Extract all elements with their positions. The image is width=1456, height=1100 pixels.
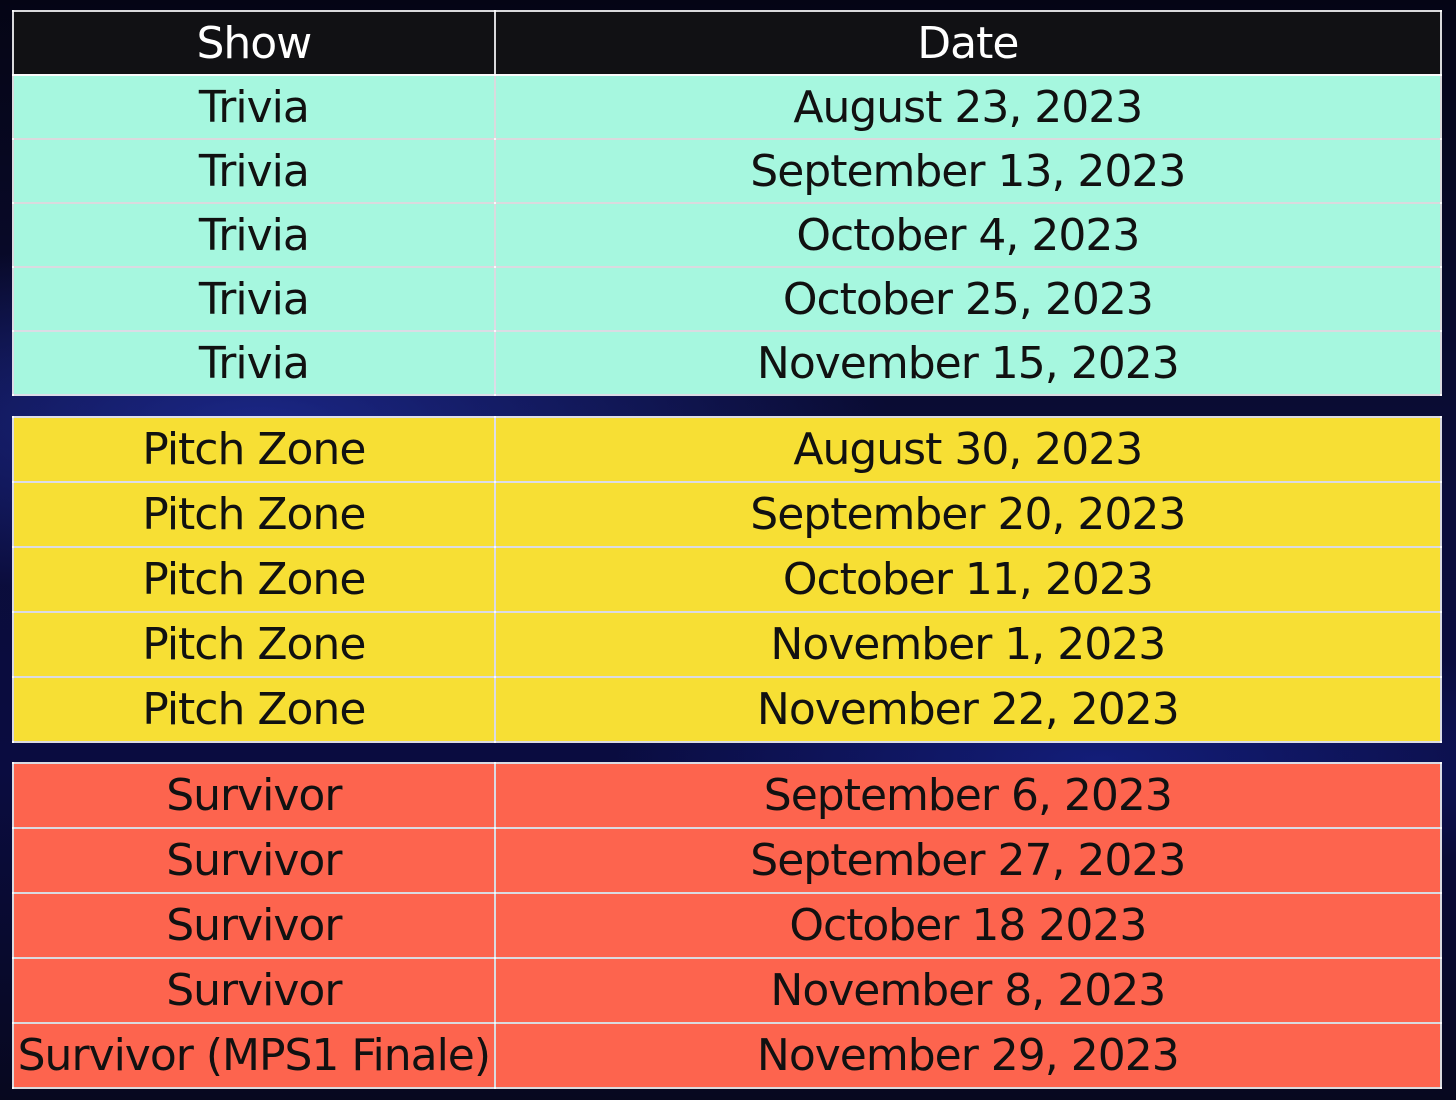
date-cell: November 22, 2023 xyxy=(493,676,1443,743)
date-cell: October 11, 2023 xyxy=(493,546,1443,613)
show-cell: Survivor xyxy=(12,892,496,959)
date-cell: September 13, 2023 xyxy=(493,138,1443,204)
show-cell: Pitch Zone xyxy=(12,676,496,743)
show-cell: Trivia xyxy=(12,266,496,332)
date-cell: November 15, 2023 xyxy=(493,330,1443,396)
table-row: Survivor October 18 2023 xyxy=(12,892,1443,959)
date-column-header: Date xyxy=(493,10,1443,76)
show-cell: Pitch Zone xyxy=(12,416,496,483)
survivor-group: Survivor September 6, 2023 Survivor Sept… xyxy=(12,762,1443,1089)
table-row: Survivor (MPS1 Finale) November 29, 2023 xyxy=(12,1022,1443,1089)
show-cell: Trivia xyxy=(12,138,496,204)
table-row: Trivia September 13, 2023 xyxy=(12,138,1443,204)
date-cell: October 4, 2023 xyxy=(493,202,1443,268)
show-cell: Survivor (MPS1 Finale) xyxy=(12,1022,496,1089)
table-row: Survivor September 27, 2023 xyxy=(12,827,1443,894)
date-cell: November 29, 2023 xyxy=(493,1022,1443,1089)
date-cell: August 23, 2023 xyxy=(493,74,1443,140)
show-column-header: Show xyxy=(12,10,496,76)
table-row: Survivor November 8, 2023 xyxy=(12,957,1443,1024)
table-row: Pitch Zone September 20, 2023 xyxy=(12,481,1443,548)
show-cell: Survivor xyxy=(12,762,496,829)
show-cell: Trivia xyxy=(12,202,496,268)
table-row: Pitch Zone August 30, 2023 xyxy=(12,416,1443,483)
table-row: Pitch Zone November 1, 2023 xyxy=(12,611,1443,678)
show-cell: Survivor xyxy=(12,957,496,1024)
date-cell: August 30, 2023 xyxy=(493,416,1443,483)
trivia-group: Trivia August 23, 2023 Trivia September … xyxy=(12,74,1443,396)
date-cell: September 20, 2023 xyxy=(493,481,1443,548)
table-row: Pitch Zone October 11, 2023 xyxy=(12,546,1443,613)
show-cell: Trivia xyxy=(12,74,496,140)
date-cell: September 6, 2023 xyxy=(493,762,1443,829)
table-row: Trivia October 25, 2023 xyxy=(12,266,1443,332)
show-cell: Pitch Zone xyxy=(12,611,496,678)
show-cell: Pitch Zone xyxy=(12,481,496,548)
schedule-header: Show Date xyxy=(12,10,1443,76)
date-cell: October 25, 2023 xyxy=(493,266,1443,332)
date-cell: November 1, 2023 xyxy=(493,611,1443,678)
table-row: Trivia October 4, 2023 xyxy=(12,202,1443,268)
table-row: Trivia November 15, 2023 xyxy=(12,330,1443,396)
show-cell: Pitch Zone xyxy=(12,546,496,613)
table-row: Survivor September 6, 2023 xyxy=(12,762,1443,829)
table-row: Trivia August 23, 2023 xyxy=(12,74,1443,140)
header-row: Show Date xyxy=(12,10,1443,76)
date-cell: November 8, 2023 xyxy=(493,957,1443,1024)
show-cell: Trivia xyxy=(12,330,496,396)
date-cell: September 27, 2023 xyxy=(493,827,1443,894)
table-row: Pitch Zone November 22, 2023 xyxy=(12,676,1443,743)
date-cell: October 18 2023 xyxy=(493,892,1443,959)
pitch-zone-group: Pitch Zone August 30, 2023 Pitch Zone Se… xyxy=(12,416,1443,743)
show-cell: Survivor xyxy=(12,827,496,894)
